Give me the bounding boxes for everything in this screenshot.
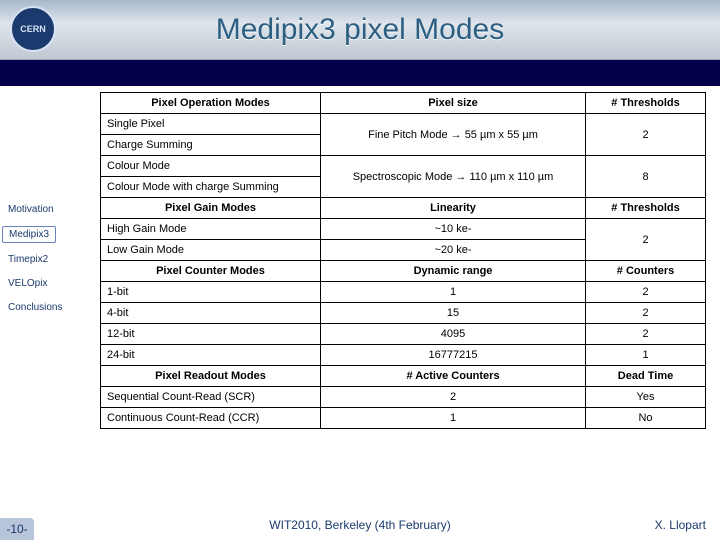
th-gain-1: Pixel Gain Modes <box>101 198 321 219</box>
th-cnt-2: Dynamic range <box>321 261 586 282</box>
table-cell: 4-bit <box>101 303 321 324</box>
table-cell: 2 <box>321 387 586 408</box>
table-cell: 8 <box>586 156 706 198</box>
th-op-2: Pixel size <box>321 93 586 114</box>
side-nav: Motivation Medipix3 Timepix2 VELOpix Con… <box>2 202 92 315</box>
content: Motivation Medipix3 Timepix2 VELOpix Con… <box>0 92 720 512</box>
th-rd-1: Pixel Readout Modes <box>101 366 321 387</box>
table-cell: Spectroscopic Mode → 110 µm x 110 µm <box>321 156 586 198</box>
tables-container: Pixel Operation Modes Pixel size # Thres… <box>100 92 705 429</box>
th-cnt-3: # Counters <box>586 261 706 282</box>
footer-center: WIT2010, Berkeley (4th February) <box>0 518 720 532</box>
table-cell: High Gain Mode <box>101 219 321 240</box>
table-cell: Colour Mode with charge Summing <box>101 177 321 198</box>
slide: CERN Medipix3 pixel Modes Motivation Med… <box>0 0 720 540</box>
th-cnt-1: Pixel Counter Modes <box>101 261 321 282</box>
table-cell: Colour Mode <box>101 156 321 177</box>
table-operation: Pixel Operation Modes Pixel size # Thres… <box>100 92 706 429</box>
table-cell: ~20 ke- <box>321 240 586 261</box>
nav-velopix[interactable]: VELOpix <box>2 276 53 291</box>
footer-author: X. Llopart <box>655 518 706 532</box>
nav-medipix3[interactable]: Medipix3 <box>2 226 56 243</box>
table-cell: 1 <box>586 345 706 366</box>
table-cell: 15 <box>321 303 586 324</box>
table-cell: 1 <box>321 408 586 429</box>
table-cell: Sequential Count-Read (SCR) <box>101 387 321 408</box>
cern-logo-icon: CERN <box>10 6 56 52</box>
table-cell: 24-bit <box>101 345 321 366</box>
page-title: Medipix3 pixel Modes <box>216 13 504 47</box>
table-cell: ~10 ke- <box>321 219 586 240</box>
table-cell: Low Gain Mode <box>101 240 321 261</box>
table-cell: 16777215 <box>321 345 586 366</box>
table-cell: 4095 <box>321 324 586 345</box>
th-gain-3: # Thresholds <box>586 198 706 219</box>
cern-logo-text: CERN <box>20 24 46 34</box>
table-cell: 2 <box>586 219 706 261</box>
table-cell: No <box>586 408 706 429</box>
table-cell: 1 <box>321 282 586 303</box>
th-gain-2: Linearity <box>321 198 586 219</box>
table-cell: Charge Summing <box>101 135 321 156</box>
footer: WIT2010, Berkeley (4th February) X. Llop… <box>0 514 720 536</box>
th-op-1: Pixel Operation Modes <box>101 93 321 114</box>
table-cell: 1-bit <box>101 282 321 303</box>
table-cell: 2 <box>586 282 706 303</box>
table-cell: 2 <box>586 114 706 156</box>
table-cell: Yes <box>586 387 706 408</box>
title-bar: CERN Medipix3 pixel Modes <box>0 0 720 60</box>
header-band <box>0 60 720 86</box>
th-rd-3: Dead Time <box>586 366 706 387</box>
table-cell: Single Pixel <box>101 114 321 135</box>
nav-conclusions[interactable]: Conclusions <box>2 300 68 315</box>
table-cell: 12-bit <box>101 324 321 345</box>
table-cell: Fine Pitch Mode → 55 µm x 55 µm <box>321 114 586 156</box>
table-cell: 2 <box>586 324 706 345</box>
nav-timepix2[interactable]: Timepix2 <box>2 252 54 267</box>
th-rd-2: # Active Counters <box>321 366 586 387</box>
table-cell: 2 <box>586 303 706 324</box>
table-cell: Continuous Count-Read (CCR) <box>101 408 321 429</box>
nav-motivation[interactable]: Motivation <box>2 202 60 217</box>
th-op-3: # Thresholds <box>586 93 706 114</box>
